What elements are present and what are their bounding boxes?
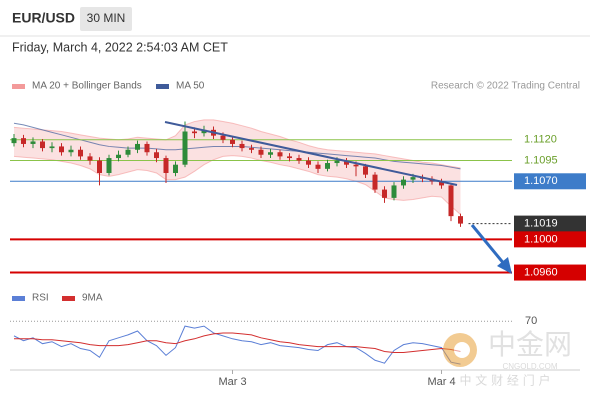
candle-body — [268, 152, 273, 155]
legend-swatch — [62, 296, 75, 301]
candle-body — [306, 160, 311, 165]
legend-label: MA 50 — [176, 81, 205, 92]
candle-body — [249, 148, 254, 150]
candle-body — [173, 164, 178, 173]
watermark-text: 中 文 财 经 门 户 — [459, 373, 550, 388]
candle-body — [182, 131, 188, 165]
rsi-panel: 70 Mar 3 Mar 4 — [10, 315, 580, 388]
candle-body — [21, 138, 26, 144]
level-label-box — [514, 173, 586, 190]
candle-body — [220, 135, 226, 140]
candle-body — [448, 185, 454, 217]
candle-body — [287, 156, 292, 159]
interval-label[interactable]: 30 MIN — [87, 11, 126, 25]
level-label-box — [514, 215, 586, 232]
legend-label: 9MA — [82, 293, 103, 304]
legend-swatch — [156, 84, 169, 89]
forecast-arrow-head — [497, 257, 512, 274]
candle-body — [458, 216, 463, 224]
ma50-line — [13, 122, 461, 170]
candle-body — [230, 139, 235, 144]
candle-body — [391, 185, 397, 198]
candle-body — [144, 143, 150, 153]
level-label-box — [514, 264, 586, 281]
candle-body — [315, 164, 321, 169]
indicator-line — [14, 332, 461, 353]
candle-body — [372, 174, 378, 190]
level-label: 1.1000 — [524, 233, 558, 245]
candle-body — [439, 181, 444, 186]
datetime: Friday, March 4, 2022 2:54:03 AM CET — [12, 40, 228, 54]
candle-body — [125, 149, 131, 155]
legend-label: RSI — [32, 293, 49, 304]
legend-swatch — [12, 84, 25, 89]
candle-body — [192, 131, 197, 134]
watermark-text: CNGOLD.COM — [502, 362, 557, 371]
candle-body — [68, 149, 74, 153]
candle-body — [49, 146, 55, 149]
candle-body — [353, 164, 359, 167]
candle-body — [30, 141, 36, 144]
candle-body — [40, 141, 45, 149]
candle-body — [78, 149, 83, 157]
level-label: 1.0960 — [524, 266, 558, 278]
level-label: 1.1070 — [524, 175, 558, 187]
watermark-text: 中金网 — [488, 328, 572, 361]
candle-body — [258, 149, 264, 155]
candle-body — [334, 160, 340, 164]
candle-body — [201, 129, 207, 134]
level-label: 1.1095 — [524, 154, 558, 166]
indicator-line — [13, 325, 461, 365]
legend-label: MA 20 + Bollinger Bands — [32, 81, 142, 92]
candle-body — [97, 160, 102, 173]
candle-body — [135, 143, 140, 150]
candle-body — [344, 160, 349, 165]
band-lower — [13, 155, 461, 215]
candle-body — [325, 163, 330, 169]
symbol: EUR/USD — [12, 10, 75, 26]
bollinger-band — [14, 119, 461, 215]
x-tick-label: Mar 4 — [427, 376, 455, 388]
candle-body — [59, 146, 64, 153]
y-tick-label: 70 — [525, 315, 537, 327]
candle-body — [163, 158, 169, 173]
forecast-arrow — [470, 224, 507, 266]
legend-swatch — [12, 296, 25, 301]
x-tick-label: Mar 3 — [218, 376, 246, 388]
candle-body — [116, 154, 121, 159]
candle-body — [87, 156, 93, 161]
level-label: 1.1120 — [524, 134, 557, 146]
price-panel: 1.1120 1.1095 1.1070 1.1019 1.1000 1.0960 — [10, 119, 586, 281]
candle-body — [277, 152, 283, 157]
band-upper — [13, 119, 461, 169]
watermark-logo — [454, 342, 470, 358]
candle-body — [363, 166, 368, 175]
level-label: 1.1019 — [524, 218, 558, 230]
candle-body — [239, 143, 245, 149]
candle-body — [401, 179, 406, 186]
candle-body — [106, 158, 112, 173]
level-label-box — [514, 231, 586, 248]
credit: Research © 2022 Trading Central — [431, 81, 580, 92]
candle-body — [154, 152, 159, 159]
candle-body — [410, 177, 416, 180]
trend-line — [164, 121, 458, 186]
candle-body — [11, 138, 17, 144]
candle-body — [296, 158, 302, 161]
interval-button[interactable] — [80, 7, 132, 31]
candle-body — [382, 189, 387, 198]
watermark: 中金网 CNGOLD.COM 中 文 财 经 门 户 — [443, 328, 572, 388]
